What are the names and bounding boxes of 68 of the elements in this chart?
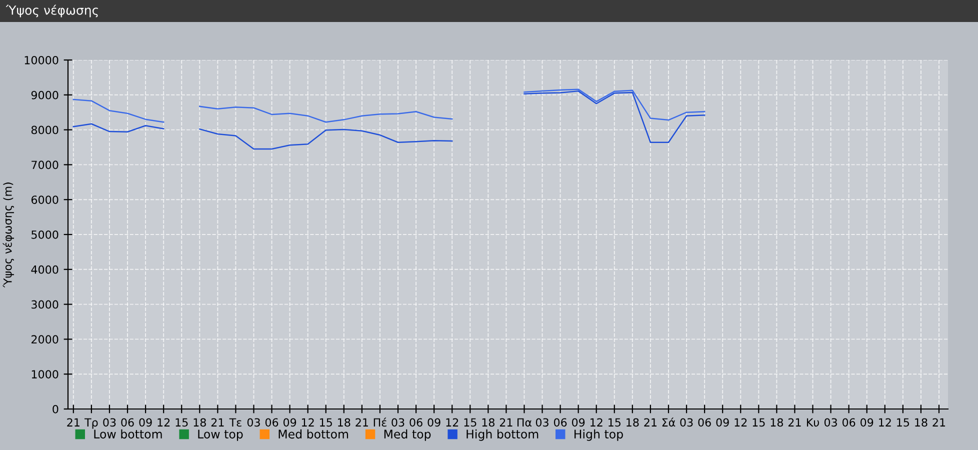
x-tick-label: 15 xyxy=(176,418,188,427)
y-tick-label: 0 xyxy=(52,404,58,414)
x-tick-label: 21 xyxy=(67,418,80,426)
y-tick-label: 2000 xyxy=(32,335,58,344)
x-tick-label: 12 xyxy=(446,418,458,426)
x-tick-label: Τρ xyxy=(84,418,98,429)
x-tick-label: 21 xyxy=(644,418,656,426)
legend-label: Med top xyxy=(384,429,431,441)
x-tick-label: 06 xyxy=(698,418,711,427)
y-tick-label: 8000 xyxy=(31,126,58,134)
x-tick-label: 09 xyxy=(860,418,874,427)
x-tick-label: 15 xyxy=(464,418,476,427)
y-tick-label: 6000 xyxy=(31,196,58,204)
y-tick-label: 9000 xyxy=(31,90,58,100)
y-tick-label: 1000 xyxy=(32,370,58,378)
x-tick-label: 03 xyxy=(103,418,116,427)
x-tick-label: 21 xyxy=(211,418,224,426)
x-tick-label: 06 xyxy=(410,418,422,427)
x-tick-label: 15 xyxy=(752,418,765,427)
x-tick-label: 06 xyxy=(554,418,567,427)
x-tick-label: 12 xyxy=(879,418,891,426)
legend-label: Low bottom xyxy=(94,429,162,439)
x-tick-label: 18 xyxy=(626,418,639,427)
x-tick-label: 06 xyxy=(265,418,278,427)
y-tick-label: 4000 xyxy=(31,265,58,274)
x-tick-label: 18 xyxy=(770,418,783,427)
x-tick-label: 15 xyxy=(897,418,910,427)
x-tick-label: Πέ xyxy=(374,418,386,427)
x-tick-label: 03 xyxy=(680,418,693,427)
x-tick-label: 03 xyxy=(536,418,548,427)
x-tick-label: 06 xyxy=(121,418,134,427)
x-tick-label: 21 xyxy=(932,418,946,426)
y-tick-label: 3000 xyxy=(32,300,58,309)
x-tick-label: 12 xyxy=(158,418,170,426)
x-tick-label: 09 xyxy=(283,418,296,427)
y-tick-label: 5000 xyxy=(32,230,58,239)
x-tick-label: 12 xyxy=(302,418,314,426)
chart-title: Ύψος νέφωσης xyxy=(6,4,98,18)
x-tick-label: 18 xyxy=(194,418,206,427)
x-tick-label: 03 xyxy=(824,418,837,427)
x-tick-label: 09 xyxy=(572,418,585,427)
x-tick-label: Πα xyxy=(517,418,532,427)
x-tick-label: 12 xyxy=(590,418,602,426)
legend-label: Med bottom xyxy=(278,429,348,439)
x-tick-label: 21 xyxy=(500,418,512,426)
x-tick-label: Κυ xyxy=(806,418,819,427)
legend-label: High bottom xyxy=(466,429,538,441)
x-tick-label: 03 xyxy=(247,418,260,427)
x-tick-label: 09 xyxy=(716,418,729,427)
y-tick-label: 10000 xyxy=(24,56,58,64)
x-tick-label: 21 xyxy=(356,418,368,426)
x-tick-label: Σά xyxy=(662,418,676,427)
legend-label: Low top xyxy=(198,430,243,441)
x-tick-label: 18 xyxy=(338,418,350,427)
x-tick-label: 15 xyxy=(320,418,332,427)
x-tick-label: 03 xyxy=(392,418,404,427)
y-axis-title: Ύψος νέφωσης (m) xyxy=(2,182,14,288)
x-tick-label: 15 xyxy=(608,418,620,427)
x-tick-label: 06 xyxy=(842,418,856,427)
x-tick-label: 18 xyxy=(482,418,494,427)
x-tick-label: 09 xyxy=(139,418,152,427)
y-tick-label: 7000 xyxy=(32,160,58,170)
x-tick-label: Τε xyxy=(229,418,242,427)
x-tick-label: 09 xyxy=(428,418,440,427)
x-tick-label: 12 xyxy=(734,418,747,426)
x-tick-label: 18 xyxy=(915,418,928,427)
x-tick-label: 21 xyxy=(788,418,801,426)
legend-label: High top xyxy=(574,429,623,441)
